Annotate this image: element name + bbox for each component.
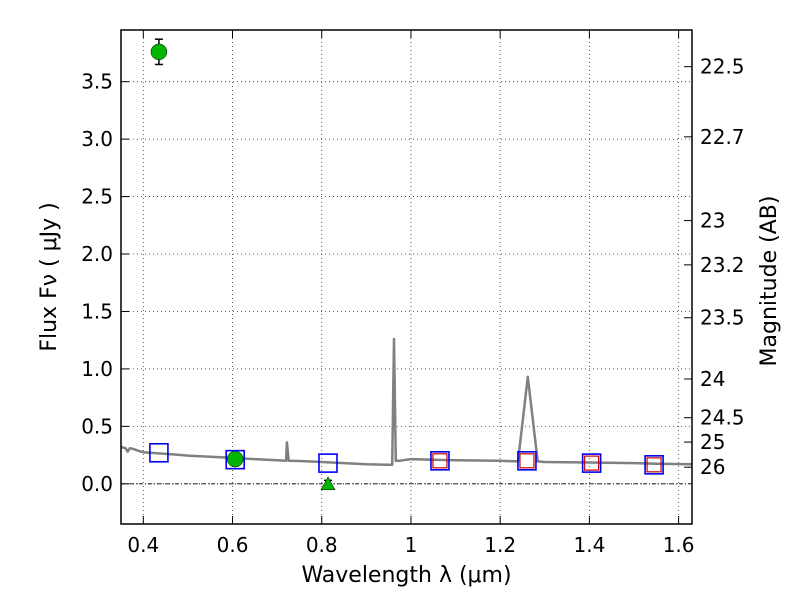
y-axis-label: Flux Fν ( μJy ) — [37, 202, 62, 351]
axis-layer: 0.4 0.6 0.8 1 1.2 1.4 1.6 0.0 0.5 1.0 1.5 2.0 2.5 3.0… — [81, 30, 745, 557]
magnitude-tick-label: 23 — [700, 209, 725, 233]
model-band-square — [430, 451, 450, 471]
y-tick-label: 2.5 — [81, 185, 113, 209]
magnitude-tick-label: 24.5 — [700, 406, 745, 430]
x-tick-label: 0.6 — [217, 533, 249, 557]
y-tick-label: 1.0 — [81, 357, 113, 381]
photometry-point — [150, 43, 168, 61]
model-band-square-inner — [432, 453, 448, 469]
magnitude-axis-label: Magnitude (AB) — [757, 196, 782, 367]
x-tick-label: 0.8 — [306, 533, 338, 557]
x-tick-label: 1.6 — [663, 533, 695, 557]
y-tick-label: 0.5 — [81, 414, 113, 438]
y-tick-label: 2.0 — [81, 242, 113, 266]
model-band-square — [517, 451, 537, 471]
x-tick-label: 1.4 — [573, 533, 605, 557]
magnitude-tick-label: 25 — [700, 430, 725, 454]
y-tick-label: 1.5 — [81, 299, 113, 323]
grid-layer — [121, 30, 692, 524]
magnitude-tick-label: 23.5 — [700, 306, 745, 330]
upper-limit-point — [320, 476, 336, 491]
spectrum-line — [121, 337, 692, 467]
x-tick-label: 0.4 — [127, 533, 159, 557]
y-tick-label: 3.0 — [81, 127, 113, 151]
model-band-square — [225, 449, 245, 470]
model-band-square-inner — [519, 453, 535, 469]
model-band-square — [581, 453, 602, 473]
model-band-square — [318, 453, 338, 473]
magnitude-tick-label: 24 — [700, 367, 725, 391]
magnitude-tick-label: 26 — [700, 455, 725, 479]
model-band-square-inner — [584, 455, 600, 471]
x-tick-label: 1.2 — [484, 533, 516, 557]
y-tick-label: 0.0 — [81, 472, 113, 496]
magnitude-tick-label: 22.7 — [700, 125, 745, 149]
y-tick-label: 3.5 — [81, 70, 113, 94]
model-band-square-inner — [646, 457, 662, 473]
photometry-point — [226, 450, 244, 468]
magnitude-tick-label: 22.5 — [700, 55, 745, 79]
model-band-square — [644, 455, 664, 475]
data-layer — [121, 38, 692, 491]
x-axis-label: Wavelength λ (μm) — [301, 563, 511, 588]
magnitude-tick-label: 23.2 — [700, 253, 745, 277]
plot-frame — [120, 29, 693, 525]
model-band-square — [149, 442, 169, 463]
x-tick-label: 1 — [405, 533, 418, 557]
